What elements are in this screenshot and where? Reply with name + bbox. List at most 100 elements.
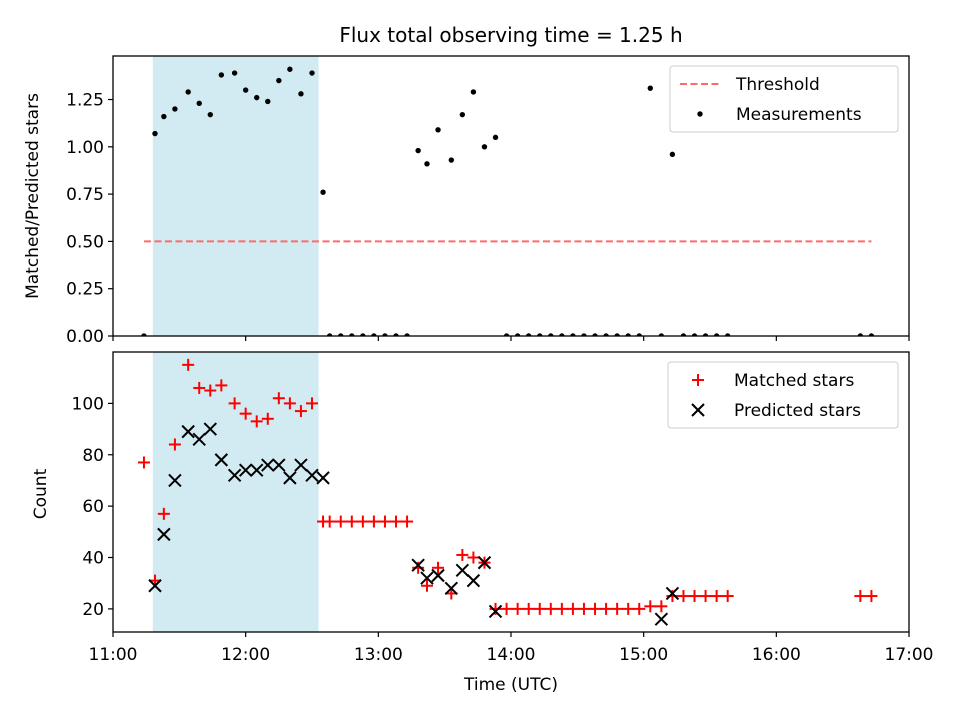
matched-star-point <box>600 602 613 615</box>
matched-star-point <box>666 590 679 603</box>
measurement-point <box>559 333 565 336</box>
matched-star-point <box>193 381 206 394</box>
predicted-star-point <box>238 463 253 477</box>
bottom-observing-span <box>152 352 319 632</box>
matched-star-point <box>367 515 380 528</box>
predicted-star-point <box>665 586 680 601</box>
measurement-point <box>702 333 709 336</box>
measurement-point <box>614 333 620 336</box>
matched-star-point <box>228 397 241 410</box>
predicted-star-point <box>431 568 445 583</box>
measurement-point <box>647 85 653 91</box>
predicted-star-point <box>261 458 275 472</box>
top-y-tick-label: 0.00 <box>66 327 104 347</box>
matched-star-point <box>412 561 425 574</box>
predicted-legend-label: Predicted stars <box>734 401 861 421</box>
predicted-star-point <box>250 463 264 477</box>
matched-star-point <box>456 548 469 561</box>
measurement-point <box>320 189 326 195</box>
measurement-point <box>338 333 344 336</box>
measurement-point <box>525 333 532 336</box>
bottom-y-tick-label: 20 <box>82 600 104 620</box>
matched-star-point <box>611 602 624 615</box>
measurement-point <box>669 151 676 158</box>
matched-star-point <box>204 384 217 397</box>
measurement-point <box>287 66 293 72</box>
measurement-point <box>603 333 609 336</box>
measurement-point <box>548 333 554 336</box>
measurement-point <box>242 87 249 93</box>
predicted-star-point <box>294 458 308 472</box>
measurement-point <box>570 333 576 336</box>
bottom-legend-box <box>667 361 899 429</box>
matched-star-point <box>334 515 347 528</box>
matched-star-point <box>544 602 557 615</box>
matched-star-point <box>294 405 307 418</box>
measurement-point <box>254 94 260 101</box>
bottom-y-tick-label: 60 <box>82 497 104 517</box>
matched-star-point <box>854 590 867 603</box>
matched-star-point <box>272 392 285 405</box>
measurement-point <box>724 333 731 336</box>
matched-star-point <box>432 561 445 574</box>
predicted-star-point <box>283 471 297 485</box>
predicted-star-point <box>168 473 182 488</box>
x-tick-label: 11:00 <box>89 645 138 665</box>
matched-star-point <box>633 602 646 615</box>
measurement-point <box>371 333 377 336</box>
predicted-star-point <box>316 471 330 485</box>
matched-star-point <box>283 397 296 410</box>
matched-star-point <box>865 590 878 603</box>
measurements-legend-swatch <box>697 111 703 117</box>
matched-star-point <box>182 358 195 371</box>
matched-star-point <box>378 515 391 528</box>
predicted-star-point <box>157 527 171 542</box>
predicted-star-point <box>466 573 481 588</box>
measurement-point <box>185 89 191 95</box>
matched-star-point <box>390 515 403 528</box>
measurement-point <box>459 111 466 118</box>
matched-star-point <box>589 602 602 615</box>
predicted-star-point <box>181 424 195 439</box>
top-legend-box <box>669 65 899 133</box>
bottom-y-axis-label: Count <box>31 468 51 519</box>
measurement-point <box>218 72 225 78</box>
measurement-point <box>415 147 421 154</box>
predicted-star-point <box>203 422 217 436</box>
predicted-star-point <box>148 579 162 593</box>
measurement-point <box>161 113 167 120</box>
matched-star-point <box>555 602 568 615</box>
matched-star-point <box>467 551 480 564</box>
bottom-legend: Matched stars Predicted stars <box>667 361 899 429</box>
measurements-legend-label: Measurements <box>736 105 862 125</box>
top-y-tick-label: 0.25 <box>66 280 104 300</box>
matched-star-point <box>655 600 668 613</box>
predicted-star-point <box>455 563 470 578</box>
top-y-tick-label: 1.25 <box>66 91 104 111</box>
measurement-point <box>581 333 587 336</box>
matched-star-point <box>137 456 150 469</box>
matched-star-point <box>622 602 635 615</box>
x-tick-label: 14:00 <box>487 645 536 665</box>
top-panel: 0.00 0.25 0.50 0.75 1.00 1.25 Matched/Predict… <box>23 55 910 347</box>
measurement-point <box>276 77 282 84</box>
matched-star-point <box>511 602 524 615</box>
matched-star-point <box>323 515 336 528</box>
matched-star-point <box>420 579 433 592</box>
top-axes-frame <box>112 55 910 337</box>
measurement-point <box>625 333 631 336</box>
measurement-point <box>680 333 687 336</box>
top-y-tick-label: 0.75 <box>66 185 104 205</box>
predicted-star-point <box>444 581 459 596</box>
matched-star-point <box>710 590 723 603</box>
bottom-axes-frame <box>112 351 910 633</box>
measurement-point <box>481 144 488 150</box>
bottom-panel: 20 40 60 80 100 11:00 12:00 13:00 14:00 15:00 16:0… <box>31 351 934 695</box>
x-tick-label: 16:00 <box>752 645 801 665</box>
x-axis-label: Time (UTC) <box>463 675 558 695</box>
matched-star-point <box>345 515 358 528</box>
measurement-point <box>658 333 665 336</box>
matched-star-point <box>239 407 252 420</box>
predicted-star-point <box>488 604 503 619</box>
